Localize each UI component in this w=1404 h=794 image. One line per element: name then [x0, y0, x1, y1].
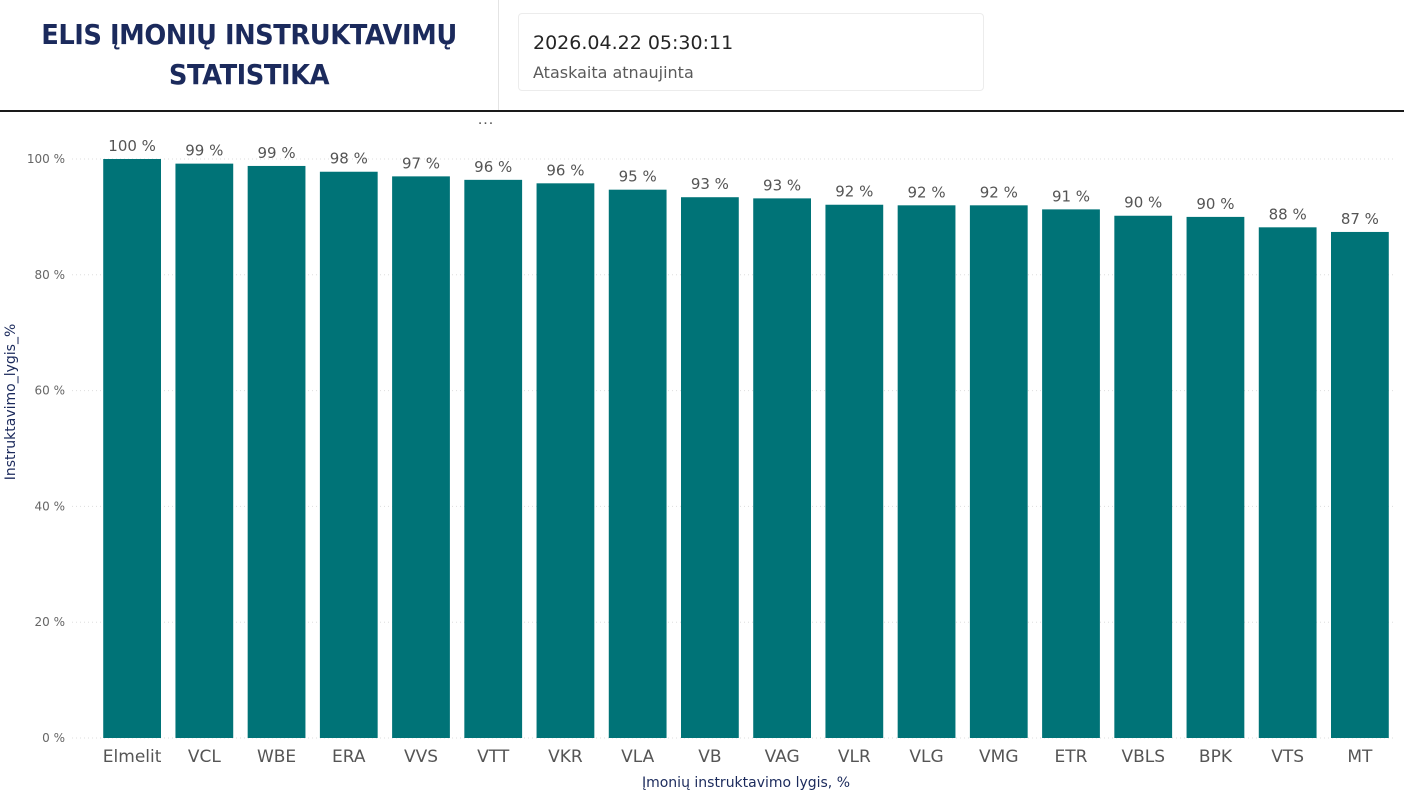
y-axis-ticks: 0 % 20 % 40 % 60 % 80 % 100 % — [27, 152, 65, 745]
category-label-mt: MT — [1347, 747, 1373, 767]
x-axis-title: Įmonių instruktavimo lygis, % — [642, 775, 850, 791]
category-label-etr: ETR — [1055, 747, 1088, 767]
bar-vb[interactable] — [681, 197, 739, 738]
y-tick-label: 80 % — [35, 268, 66, 282]
report-updated-card: 2026.04.22 05:30:11 Ataskaita atnaujinta — [518, 13, 984, 91]
bar-vts[interactable] — [1258, 227, 1317, 738]
bar-vtt[interactable] — [464, 179, 523, 738]
y-axis-title: Instruktavimo_lygis_% — [3, 324, 19, 481]
data-label-vlg: 92 % — [908, 183, 946, 201]
category-label-vcl: VCL — [188, 747, 221, 767]
bar-vkr[interactable] — [536, 183, 595, 738]
bar-chart: 0 % 20 % 40 % 60 % 80 % 100 % 100 % 99 % 99 % 98… — [3, 137, 1396, 791]
report-updated-label: Ataskaita atnaujinta — [533, 63, 694, 82]
more-options-icon[interactable]: ... — [477, 111, 495, 128]
category-label-vb: VB — [698, 747, 721, 767]
bar-etr[interactable] — [1042, 209, 1100, 739]
data-label-vvs: 97 % — [402, 154, 440, 172]
data-label-era: 98 % — [330, 150, 368, 168]
bar-vmg[interactable] — [969, 205, 1028, 738]
data-label-vkr: 96 % — [546, 161, 584, 179]
y-tick-label: 100 % — [27, 152, 65, 166]
chart-data-labels: 100 % 99 % 99 % 98 % 97 % 96 % 96 % 95 % 93 % 93 … — [108, 137, 1379, 228]
data-label-bpk: 90 % — [1196, 195, 1234, 213]
category-label-vlr: VLR — [838, 747, 871, 767]
bar-mt[interactable] — [1331, 231, 1389, 738]
bar-elmelit[interactable] — [103, 159, 161, 738]
category-label-elmelit: Elmelit — [103, 747, 162, 767]
page-title-line1: ELIS ĮMONIŲ INSTRUKTAVIMŲ — [41, 18, 457, 51]
bar-bpk[interactable] — [1186, 216, 1245, 738]
title-block: ELIS ĮMONIŲ INSTRUKTAVIMŲ STATISTIKA — [0, 0, 498, 110]
bar-vlg[interactable] — [897, 205, 956, 738]
data-label-vbls: 90 % — [1124, 194, 1162, 212]
y-tick-label: 0 % — [42, 731, 65, 745]
category-label-wbe: WBE — [257, 747, 296, 767]
data-label-vcl: 99 % — [185, 142, 223, 160]
bar-vlr[interactable] — [825, 204, 884, 739]
data-label-vmg: 92 % — [980, 183, 1018, 201]
bar-vla[interactable] — [608, 189, 667, 738]
header-horizontal-divider — [0, 110, 1404, 112]
data-label-etr: 91 % — [1052, 187, 1090, 205]
bar-era[interactable] — [319, 171, 378, 738]
category-label-vvs: VVS — [404, 747, 438, 767]
category-label-vtt: VTT — [477, 747, 510, 767]
data-label-vag: 93 % — [763, 176, 801, 194]
category-label-vts: VTS — [1271, 747, 1304, 767]
page-title-line2: STATISTIKA — [168, 58, 330, 91]
data-label-vtt: 96 % — [474, 158, 512, 176]
page-title: ELIS ĮMONIŲ INSTRUKTAVIMŲ STATISTIKA — [20, 15, 478, 95]
y-tick-label: 40 % — [35, 499, 66, 513]
bar-vvs[interactable] — [392, 176, 450, 738]
category-label-vbls: VBLS — [1121, 747, 1165, 767]
category-label-era: ERA — [332, 747, 366, 767]
category-label-vla: VLA — [621, 747, 654, 767]
bar-wbe[interactable] — [247, 165, 306, 738]
chart-bars — [103, 159, 1389, 739]
header-vertical-divider — [498, 0, 499, 110]
bar-vcl[interactable] — [175, 163, 234, 738]
data-label-vlr: 92 % — [835, 183, 873, 201]
data-label-wbe: 99 % — [258, 144, 296, 162]
bar-vag[interactable] — [753, 198, 811, 738]
data-label-elmelit: 100 % — [108, 137, 156, 155]
category-label-vmg: VMG — [979, 747, 1018, 767]
x-axis-categories: Elmelit VCL WBE ERA VVS VTT VKR VLA VB VAG VLR VLG V… — [103, 747, 1373, 767]
y-tick-label: 60 % — [35, 384, 66, 398]
category-label-vag: VAG — [765, 747, 800, 767]
y-tick-label: 20 % — [35, 615, 66, 629]
data-label-vla: 95 % — [619, 168, 657, 186]
category-label-bpk: BPK — [1199, 747, 1233, 767]
category-label-vkr: VKR — [548, 747, 583, 767]
report-timestamp: 2026.04.22 05:30:11 — [533, 32, 734, 54]
bar-vbls[interactable] — [1114, 215, 1173, 738]
category-label-vlg: VLG — [909, 747, 943, 767]
data-label-vts: 88 % — [1269, 205, 1307, 223]
data-label-vb: 93 % — [691, 175, 729, 193]
data-label-mt: 87 % — [1341, 210, 1379, 228]
